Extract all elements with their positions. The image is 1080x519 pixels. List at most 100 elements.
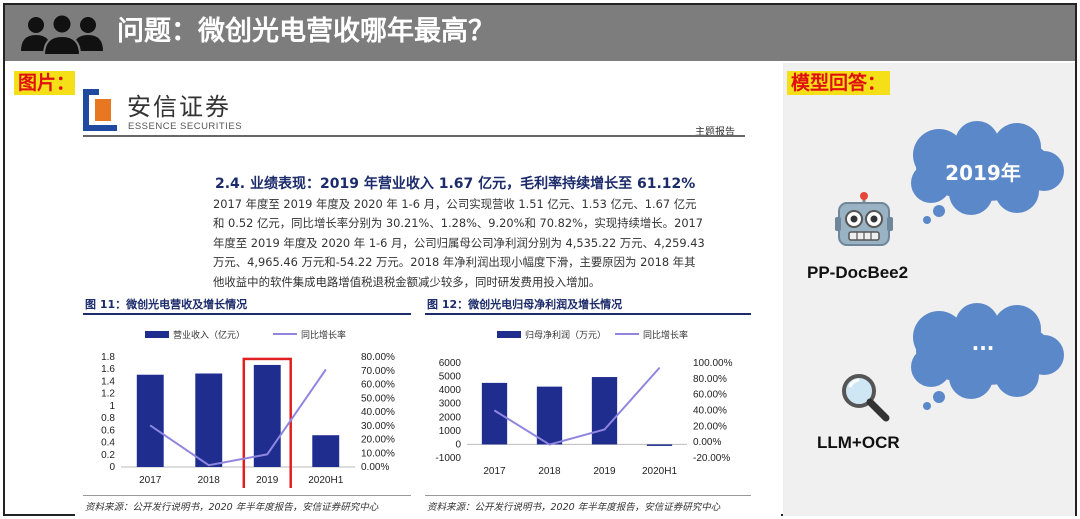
question-title: 问题：微创光电营收哪年最高？	[117, 16, 495, 47]
report-type-tag: 主题报告	[695, 127, 735, 138]
legend-line-label: 同比增长率	[643, 329, 688, 340]
y-tick-left: 1.2	[101, 389, 115, 400]
question-header: 问题：微创光电营收哪年最高？	[5, 5, 1075, 61]
bar-2018	[536, 386, 563, 445]
x-tick-2017: 2017	[483, 466, 506, 477]
growth-rate-line	[149, 369, 327, 467]
y-tick-right: 50.00%	[361, 393, 395, 404]
growth-point-2018	[208, 464, 210, 466]
highlight-box-2019	[242, 357, 292, 488]
model-name-2: LLM+OCR	[817, 433, 900, 452]
magnifier-icon	[839, 371, 891, 423]
bar-2018	[195, 373, 223, 467]
bar-2019	[253, 364, 281, 467]
answer-text-2: ...	[971, 331, 995, 355]
y-tick-right: 30.00%	[361, 421, 395, 432]
paragraph-line: 他收益中的软件集成电路增值税退税金额减少较多，同时研发费用投入增加。	[213, 274, 601, 289]
y-tick-right: 100.00%	[693, 358, 733, 369]
logo-chinese-name: 安信证券	[127, 93, 231, 121]
figure-11-rule	[83, 313, 411, 315]
y-tick-left: 0.8	[101, 413, 115, 424]
robot-icon	[835, 191, 893, 251]
image-label: 图片：	[14, 71, 80, 95]
chart-revenue: 营业收入（亿元） 同比增长率 1.81.61.4 1.210.80.6 0.40.20 8…	[101, 329, 395, 488]
y-tick-left: 1.8	[101, 352, 115, 363]
bar-2017	[481, 382, 508, 445]
y-tick-right: 40.00%	[693, 406, 727, 417]
essence-logo-icon	[83, 89, 117, 131]
figure-11-caption: 图 11：微创光电营收及增长情况	[85, 298, 248, 311]
y-tick-left: 1000	[439, 426, 462, 437]
speech-cloud-1	[911, 121, 1064, 224]
source-note-right: 资料来源：公开发行说明书，2020 年半年度报告，安信证券研究中心	[427, 502, 721, 513]
growth-point-2019	[266, 453, 268, 455]
source-note-left: 资料来源：公开发行说明书，2020 年半年度报告，安信证券研究中心	[85, 502, 379, 513]
growth-point-2018	[549, 444, 550, 446]
growth-point-2020H1	[325, 369, 327, 371]
growth-rate-line	[493, 367, 661, 446]
y-tick-left: 0.2	[101, 450, 115, 461]
speech-cloud-2	[911, 303, 1064, 410]
y-tick-right: 60.00%	[361, 380, 395, 391]
y-tick-right: 0.00%	[693, 437, 721, 448]
y-tick-right: 40.00%	[361, 407, 395, 418]
model-name-1: PP-DocBee2	[807, 263, 909, 282]
source-rule-left	[83, 495, 411, 496]
x-tick-2020H1: 2020H1	[642, 466, 677, 477]
x-tick-2020H1: 2020H1	[308, 475, 343, 486]
header-rule	[83, 135, 745, 137]
y-tick-right: 20.00%	[361, 435, 395, 446]
y-tick-right: 60.00%	[693, 390, 727, 401]
y-tick-left: 3000	[439, 399, 462, 410]
y-tick-right: 0.00%	[361, 462, 389, 473]
bar-2019	[591, 377, 618, 445]
y-tick-left: 1.4	[101, 376, 115, 387]
y-tick-left: 2000	[439, 412, 462, 423]
slide-frame: 问题：微创光电营收哪年最高？ 图片： 安信证券 ESSENCE SECURITI…	[3, 3, 1077, 517]
growth-point-2019	[604, 429, 605, 430]
legend-bar-label: 营业收入（亿元）	[173, 329, 245, 340]
x-tick-2017: 2017	[139, 475, 162, 486]
x-tick-2018: 2018	[198, 475, 221, 486]
x-tick-2018: 2018	[538, 466, 561, 477]
body-paragraph: 2017 年度至 2019 年度及 2020 年 1-6 月，公司实现营收 1.…	[213, 195, 751, 292]
chart-net-profit: 归母净利润（万元） 同比增长率 6000 5000 4000 3000 2000 1000 0 -…	[435, 329, 733, 477]
paragraph-line: 2017 年度至 2019 年度及 2020 年 1-6 月，公司实现营收 1.…	[213, 197, 697, 211]
paragraph-line: 年度至 2019 年度及 2020 年 1-6 月，公司归属母公司净利润分别为 …	[213, 235, 705, 250]
y-tick-right: 20.00%	[693, 421, 727, 432]
y-tick-left: 0	[109, 462, 115, 473]
bar-2017	[136, 374, 164, 467]
x-tick-2019: 2019	[256, 475, 279, 486]
y-tick-left: 0.4	[101, 438, 115, 449]
legend-line-label: 同比增长率	[301, 329, 346, 340]
y-tick-right: -20.00%	[693, 453, 730, 464]
growth-point-2017	[149, 424, 151, 426]
growth-point-2020H1	[659, 367, 660, 369]
users-icon	[21, 13, 103, 55]
y-tick-right: 80.00%	[361, 352, 395, 363]
legend-bar-swatch	[145, 331, 169, 338]
y-tick-right: 70.00%	[361, 366, 395, 377]
legend-bar-swatch	[497, 331, 521, 338]
growth-point-2017	[494, 410, 495, 411]
paragraph-line: 和 0.52 亿元，同比增长率分别为 30.21%、1.28%、9.20%和 7…	[213, 216, 704, 231]
y-tick-left: 1.6	[101, 364, 115, 375]
bar-2020H1	[646, 444, 673, 446]
x-tick-2019: 2019	[593, 466, 616, 477]
y-tick-left: 0	[455, 439, 461, 450]
answer-label: 模型回答：	[787, 71, 891, 95]
logo-english-name: ESSENCE SECURITIES	[128, 121, 243, 132]
source-rule-right	[425, 495, 751, 496]
bar-2020H1	[312, 435, 340, 467]
y-tick-left: 6000	[439, 358, 462, 369]
legend-bar-label: 归母净利润（万元）	[525, 329, 606, 340]
y-tick-right: 80.00%	[693, 374, 727, 385]
y-tick-right: 10.00%	[361, 448, 395, 459]
y-tick-left: 0.6	[101, 425, 115, 436]
y-tick-left: -1000	[435, 453, 461, 464]
figure-12-rule	[425, 313, 751, 315]
y-tick-left: 1	[109, 401, 115, 412]
y-tick-left: 4000	[439, 385, 462, 396]
report-image: 安信证券 ESSENCE SECURITIES 主题报告 2.4. 业绩表现：2…	[75, 67, 781, 517]
section-title: 2.4. 业绩表现：2019 年营业收入 1.67 亿元，毛利率持续增长至 61…	[215, 176, 696, 192]
